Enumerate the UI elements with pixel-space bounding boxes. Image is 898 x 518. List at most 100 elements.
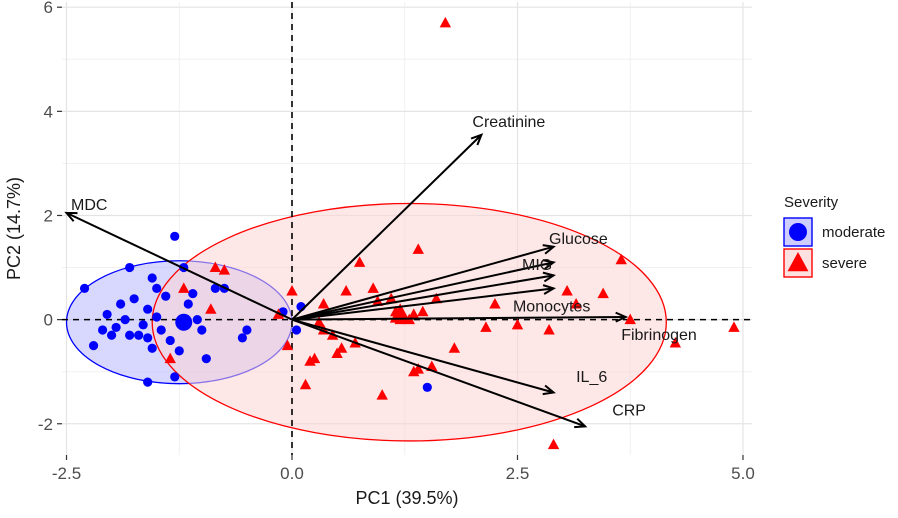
point-moderate xyxy=(111,322,121,333)
point-severe xyxy=(615,253,627,265)
point-moderate xyxy=(147,273,157,283)
y-tick-label: -2 xyxy=(38,415,53,434)
loading-arrow-mdc xyxy=(66,211,293,321)
legend: Severity moderate severe xyxy=(783,194,885,278)
arrow-head-crp xyxy=(574,417,588,429)
x-tick-label: -2.5 xyxy=(52,464,81,483)
legend-title: Severity xyxy=(784,194,839,211)
point-moderate xyxy=(152,312,162,322)
arrow-head-monocytes xyxy=(542,284,557,295)
arrow-head-mig xyxy=(542,259,556,270)
point-moderate xyxy=(291,325,302,335)
point-severe xyxy=(340,284,352,296)
point-severe xyxy=(480,321,492,332)
point-moderate xyxy=(143,304,153,314)
loading-arrow-fibrinogen xyxy=(291,316,626,321)
x-tick-label: 2.5 xyxy=(506,464,530,483)
arrow-head-fibrinogen xyxy=(615,311,629,323)
x-tick-label: 0.0 xyxy=(280,464,304,483)
point-moderate xyxy=(192,315,202,325)
point-severe xyxy=(209,261,222,273)
y-tick-label: 2 xyxy=(44,206,53,225)
point-moderate xyxy=(174,346,184,356)
arrow-head-glucose xyxy=(542,244,556,255)
legend-label-moderate: moderate xyxy=(822,224,885,241)
point-moderate xyxy=(147,343,157,353)
point-severe xyxy=(570,298,582,309)
point-moderate xyxy=(102,309,112,320)
point-severe xyxy=(448,342,461,353)
point-moderate xyxy=(143,333,153,343)
legend-symbol-moderate xyxy=(789,223,807,241)
point-severe xyxy=(164,352,176,364)
centroid-moderate xyxy=(175,313,193,331)
point-moderate xyxy=(125,262,135,273)
point-moderate xyxy=(161,291,171,301)
point-moderate xyxy=(237,333,247,343)
point-moderate xyxy=(97,325,108,335)
point-severe xyxy=(489,298,501,309)
loading-arrow-glucose xyxy=(291,245,554,321)
legend-label-severe: severe xyxy=(822,255,867,272)
point-severe xyxy=(669,337,682,348)
point-severe xyxy=(511,318,524,330)
label-monocytes: Monocytes xyxy=(513,299,590,316)
point-moderate xyxy=(116,299,126,309)
label-fibrinogen: Fibrinogen xyxy=(621,327,697,344)
label-mig: MIG xyxy=(522,257,552,274)
point-severe xyxy=(597,287,609,299)
point-severe xyxy=(281,339,294,351)
point-moderate xyxy=(125,330,135,340)
y-tick-label: 6 xyxy=(44,0,53,17)
point-severe xyxy=(304,355,316,366)
legend-symbol-severe xyxy=(787,252,809,272)
point-severe xyxy=(547,438,560,450)
arrow-head-il_6 xyxy=(542,384,556,396)
point-moderate xyxy=(129,294,139,304)
point-severe xyxy=(412,243,424,254)
point-moderate xyxy=(120,315,130,325)
point-moderate xyxy=(188,288,198,299)
axes: -2.5 0.0 2.5 5.0 -2 0 2 4 6 PC1 (39.5%) PC2 (14.7%… xyxy=(4,0,755,508)
arrow-head-mdc xyxy=(64,211,78,222)
x-axis-title: PC1 (39.5%) xyxy=(355,488,458,508)
point-severe xyxy=(417,305,429,317)
label-il_6: IL_6 xyxy=(576,369,607,386)
point-severe xyxy=(728,321,740,332)
point-moderate xyxy=(143,377,153,387)
loading-arrow-creatinine xyxy=(291,134,483,321)
point-moderate xyxy=(138,320,148,330)
point-severe xyxy=(543,324,555,335)
point-moderate xyxy=(170,372,180,382)
arrow-head-creatinine xyxy=(470,133,484,146)
loading-arrows xyxy=(64,133,629,429)
point-severe xyxy=(408,365,420,377)
loading-arrow-monocytes xyxy=(291,287,554,321)
point-moderate xyxy=(88,341,99,351)
point-severe xyxy=(299,378,312,390)
point-moderate xyxy=(183,299,193,309)
point-moderate xyxy=(197,325,207,335)
point-moderate xyxy=(210,283,220,293)
point-severe xyxy=(367,282,379,293)
point-moderate xyxy=(165,335,175,346)
point-severe xyxy=(439,16,452,28)
y-axis-title: PC2 (14.7%) xyxy=(4,177,24,280)
point-severe xyxy=(335,342,348,353)
point-moderate xyxy=(79,283,90,293)
y-tick-label: 4 xyxy=(44,102,53,121)
x-tick-label: 5.0 xyxy=(731,464,755,483)
point-severe xyxy=(376,389,388,400)
point-moderate xyxy=(156,325,166,335)
point-moderate xyxy=(107,330,117,340)
point-severe xyxy=(205,303,217,314)
point-moderate xyxy=(152,283,162,293)
point-severe xyxy=(408,308,420,319)
point-moderate xyxy=(134,330,144,340)
point-severe xyxy=(430,292,443,304)
loading-arrow-mig xyxy=(291,261,554,321)
loading-labels: Creatinine MDC Glucose MIG Monocytes Fibrinog… xyxy=(71,114,697,420)
point-moderate xyxy=(170,231,180,241)
label-mdc: MDC xyxy=(71,197,107,214)
